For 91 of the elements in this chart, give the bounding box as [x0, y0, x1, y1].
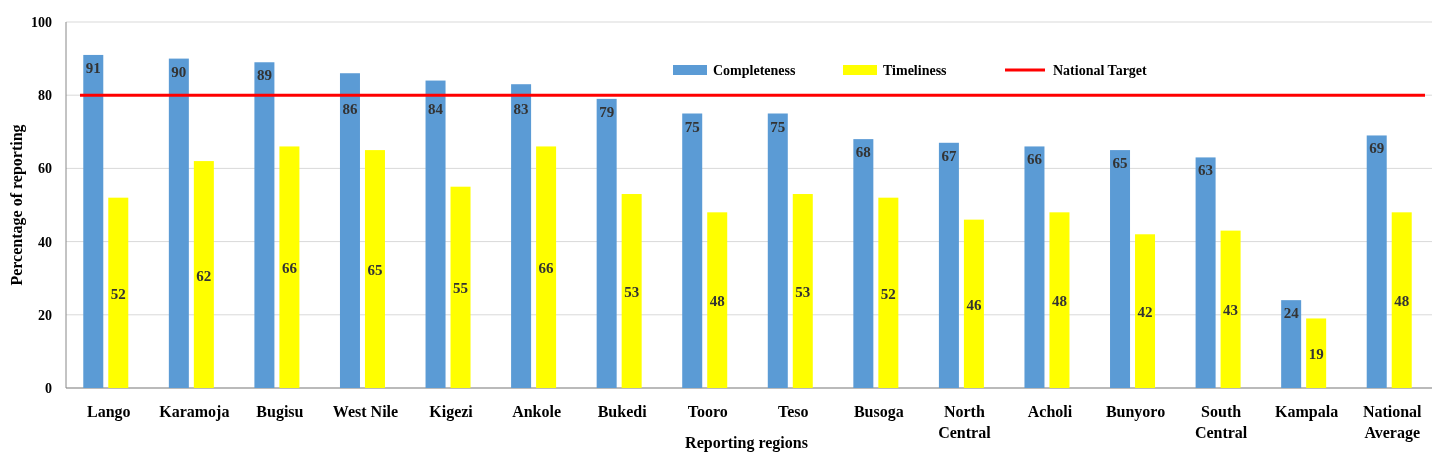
- y-tick-label: 100: [31, 15, 52, 30]
- legend-label: National Target: [1053, 63, 1148, 78]
- data-label: 67: [941, 147, 957, 164]
- bar: [339, 73, 360, 388]
- bar: [878, 197, 899, 388]
- data-label: 43: [1223, 302, 1239, 319]
- data-label: 48: [1051, 293, 1067, 310]
- y-tick-label: 20: [38, 307, 52, 323]
- bar: [1135, 234, 1156, 388]
- data-label: 46: [966, 296, 982, 313]
- data-label: 48: [1394, 293, 1410, 310]
- bar: [1024, 146, 1045, 388]
- y-tick-label: 60: [38, 161, 52, 177]
- x-tick-label: South Central: [1194, 403, 1248, 441]
- data-label: 66: [281, 260, 298, 277]
- data-label: 52: [880, 285, 896, 302]
- bar: [682, 113, 703, 388]
- bar: [83, 54, 104, 388]
- data-label: 66: [538, 260, 555, 277]
- bar: [767, 113, 788, 388]
- x-tick-label: Tooro: [687, 403, 728, 420]
- data-label: 42: [1137, 304, 1153, 321]
- bar: [536, 146, 557, 388]
- bar: [1049, 212, 1070, 388]
- y-axis-title: Percentage of reporting: [8, 124, 26, 286]
- y-tick-label: 40: [38, 234, 52, 250]
- data-label: 79: [599, 103, 615, 120]
- bar: [621, 194, 642, 388]
- data-label: 55: [453, 280, 469, 297]
- bar: [938, 142, 959, 388]
- bar: [1110, 150, 1131, 388]
- x-tick-label: Bunyoro: [1105, 403, 1166, 421]
- x-tick-label: North Central: [938, 403, 992, 441]
- data-label: 89: [256, 67, 272, 84]
- data-label: 53: [795, 284, 811, 301]
- data-label: 24: [1283, 305, 1300, 322]
- data-label: 19: [1308, 346, 1324, 363]
- x-tick-label: Teso: [778, 403, 809, 420]
- bar: [1366, 135, 1387, 388]
- data-label: 52: [110, 285, 126, 302]
- data-label: 48: [709, 293, 725, 310]
- bar: [254, 62, 275, 388]
- bar: [193, 161, 214, 388]
- bar: [963, 219, 984, 388]
- x-tick-label: National Average: [1362, 403, 1423, 442]
- bar: [364, 150, 385, 388]
- bar: [596, 98, 617, 388]
- data-label: 62: [196, 267, 212, 284]
- data-label: 75: [684, 118, 700, 135]
- x-tick-label: Bukedi: [597, 403, 648, 420]
- bar: [707, 212, 728, 388]
- bar: [279, 146, 300, 388]
- y-tick-label: 80: [38, 88, 52, 104]
- data-label: 91: [85, 59, 101, 76]
- data-label: 65: [367, 262, 383, 279]
- data-label: 68: [855, 144, 871, 161]
- bar: [168, 58, 189, 388]
- bar: [1281, 300, 1302, 388]
- data-label: 69: [1369, 140, 1385, 157]
- bar: [1306, 318, 1327, 388]
- data-label: 53: [624, 284, 640, 301]
- x-tick-label: Kampala: [1275, 403, 1339, 421]
- y-tick-label: 0: [45, 381, 52, 396]
- data-label: 63: [1198, 162, 1214, 179]
- bar: [853, 139, 874, 388]
- bar: [1195, 157, 1216, 388]
- x-axis-title: Reporting regions: [685, 434, 808, 452]
- data-label: 66: [1026, 151, 1043, 168]
- x-tick-label: Acholi: [1027, 403, 1073, 420]
- data-label: 83: [513, 101, 529, 118]
- x-tick-label: West Nile: [332, 403, 399, 420]
- bar: [511, 84, 532, 388]
- x-tick-label: Lango: [86, 403, 131, 421]
- legend-label: Timeliness: [883, 63, 948, 78]
- x-tick-label: Bugisu: [256, 403, 304, 421]
- x-tick-label: Kigezi: [429, 403, 474, 421]
- bar: [1391, 212, 1412, 388]
- x-tick-label: Ankole: [512, 403, 562, 420]
- bar: [425, 80, 446, 388]
- legend-label: Completeness: [713, 63, 796, 78]
- data-label: 86: [342, 101, 358, 118]
- x-tick-label: Busoga: [853, 403, 904, 421]
- data-label: 84: [428, 101, 444, 118]
- x-tick-label: Karamoja: [159, 403, 230, 421]
- bar: [1220, 230, 1241, 388]
- data-label: 65: [1112, 155, 1128, 172]
- bar: [450, 186, 471, 388]
- bar: [792, 194, 813, 388]
- data-label: 75: [770, 118, 786, 135]
- bar: [108, 197, 129, 388]
- data-label: 90: [171, 63, 187, 80]
